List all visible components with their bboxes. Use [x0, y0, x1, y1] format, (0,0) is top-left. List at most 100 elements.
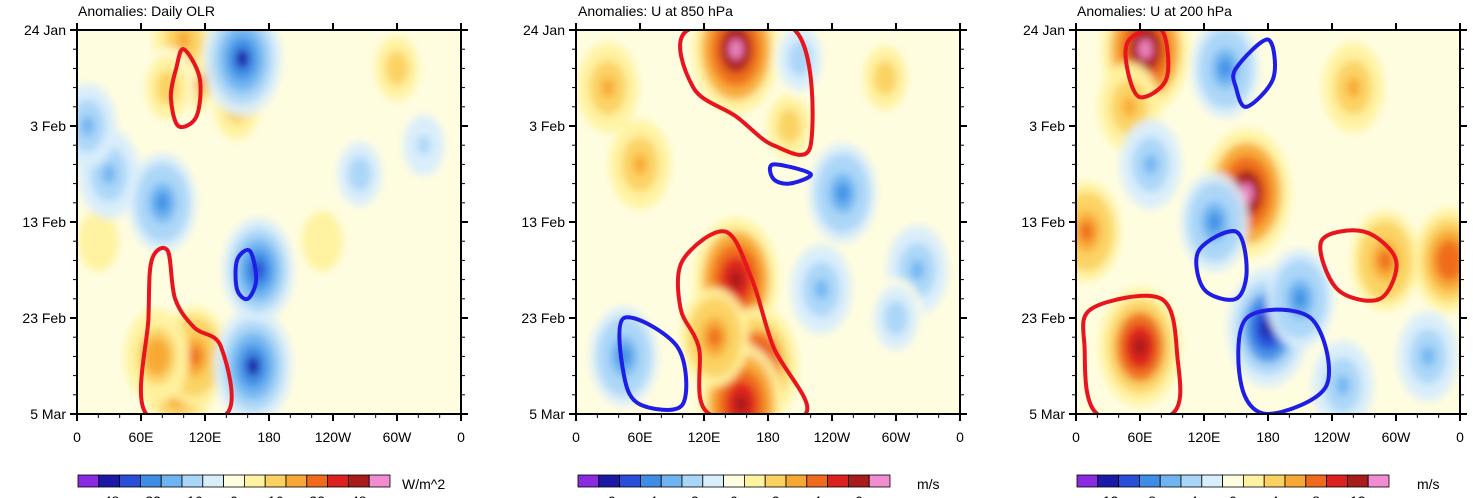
colorbar-swatch [98, 474, 121, 488]
colorbar-tick-label: 0 [1229, 493, 1237, 498]
y-tick-label: 5 Mar [529, 406, 565, 422]
colorbar-tick-label: -48 [99, 493, 119, 498]
positive-anomaly-mark [390, 58, 404, 79]
x-tick-label: 120W [315, 429, 352, 445]
x-tick-label: 0 [457, 429, 465, 445]
colorbar-swatch [1284, 474, 1307, 488]
colorbar-tick-label: -32 [141, 493, 161, 498]
negative-anomaly-mark [80, 116, 95, 136]
colorbar-tick-label: 8 [1312, 493, 1320, 498]
colorbar-swatch [1243, 474, 1265, 488]
colorbar-swatch [160, 474, 183, 488]
colorbar-swatch [1076, 474, 1099, 488]
axes: 0 60E 120E 180 120W 60W 0 24 Jan 3 Feb 13 Feb 23 F… [1021, 22, 1467, 445]
y-tick-label: 5 Mar [30, 406, 66, 422]
colorbar-tick-label: 4 [1271, 493, 1279, 498]
negative-contour-line [1236, 307, 1332, 414]
colorbar-swatch [681, 474, 704, 488]
negative-anomaly-mark [235, 48, 250, 69]
negative-anomaly-mark [155, 192, 170, 213]
contour-layer [138, 47, 259, 414]
positive-anomaly-mark [601, 77, 615, 98]
colorbar-tick-label: -8 [1144, 493, 1157, 498]
contour-layer [1081, 30, 1399, 414]
x-tick-label: 120E [1188, 429, 1221, 445]
colorbar-swatch [347, 474, 370, 488]
panel-title: Anomalies: Daily OLR [78, 3, 215, 19]
positive-anomaly-mark [315, 231, 330, 252]
colorbar-swatch [243, 474, 266, 488]
colorbar-swatch [181, 474, 204, 488]
negative-anomaly-mark [835, 183, 850, 204]
y-tick-label: 23 Feb [22, 310, 66, 326]
colorbar-swatch [1367, 474, 1390, 488]
colorbar-tick-label: 12 [1350, 493, 1366, 498]
y-tick-label: 13 Feb [22, 214, 66, 230]
colorbar-tick-label: 4 [813, 493, 821, 498]
x-tick-label: 120E [189, 429, 222, 445]
x-tick-label: 60W [882, 429, 912, 445]
positive-contour-line [675, 229, 810, 414]
colorbar-tick-label: -4 [1185, 493, 1198, 498]
colorbar-swatch [723, 474, 745, 488]
panel-title: Anomalies: U at 200 hPa [1077, 3, 1232, 19]
positive-anomaly-mark [1442, 250, 1457, 271]
colorbar-tick-label: -2 [686, 493, 699, 498]
positive-anomaly-mark [1122, 96, 1137, 117]
colorbar-swatch [285, 474, 308, 488]
negative-anomaly-mark [1293, 288, 1307, 309]
y-tick-label: 13 Feb [521, 214, 565, 230]
colorbar-swatch [1347, 474, 1369, 488]
panel-u200: Anomalies: U at 200 hPa 0 60E 120E 180 120W 6… [1021, 3, 1467, 498]
x-tick-label: 180 [756, 429, 780, 445]
positive-anomaly-mark [729, 269, 743, 290]
positive-anomaly-mark [633, 154, 647, 175]
colorbar-tick-label: -4 [645, 493, 658, 498]
colorbar: -12 -8 -4 0 4 8 12 [1076, 474, 1390, 498]
y-tick-label: 13 Feb [1021, 214, 1065, 230]
negative-anomaly-mark [1143, 154, 1158, 175]
x-tick-label: 120E [688, 429, 721, 445]
positive-anomaly-mark [150, 346, 164, 367]
positive-anomaly-mark [1378, 250, 1393, 271]
y-tick-label: 24 Jan [523, 22, 565, 38]
y-tick-label: 24 Jan [24, 22, 66, 38]
negative-anomaly-mark [793, 48, 807, 69]
colorbar-tick-label: 2 [772, 493, 780, 498]
colorbar-swatch [306, 474, 328, 488]
negative-contour-line [617, 315, 689, 412]
colorbar-swatch [139, 474, 162, 488]
colorbar-tick-label: 6 [855, 493, 863, 498]
positive-anomaly-mark [729, 39, 743, 60]
positive-contour-line [168, 47, 203, 129]
y-tick-label: 24 Jan [1023, 22, 1065, 38]
negative-anomaly-mark [1421, 346, 1435, 367]
colorbar-swatch [119, 474, 141, 488]
y-tick-label: 3 Feb [1029, 118, 1065, 134]
negative-anomaly-mark [910, 260, 925, 280]
colorbar-swatch [1222, 474, 1244, 488]
negative-contour-line [767, 162, 813, 186]
x-tick-label: 60E [628, 429, 653, 445]
colorbar-swatch [202, 474, 225, 488]
colorbar-tick-label: 0 [730, 493, 738, 498]
colorbar-swatch [327, 474, 349, 488]
axes: 0 60E 120E 180 120W 60W 0 24 Jan 3 Feb 13 Feb 23 F… [22, 22, 468, 445]
colorbar-swatch [1097, 474, 1120, 488]
negative-anomaly-mark [246, 356, 260, 376]
x-tick-label: 0 [956, 429, 964, 445]
negative-anomaly-mark [1335, 375, 1350, 396]
negative-anomaly-mark [416, 135, 431, 156]
positive-contour-line [1081, 293, 1183, 414]
colorbar-swatch [848, 474, 870, 488]
colorbar-tick-label: -6 [603, 493, 616, 498]
colorbar-tick-label: -16 [182, 493, 202, 498]
colorbar-swatch [77, 474, 100, 488]
colorbar-units: W/m^2 [402, 476, 445, 492]
colorbar-swatch [1201, 474, 1224, 488]
colorbar-swatch [598, 474, 620, 488]
x-tick-label: 60W [383, 429, 413, 445]
positive-anomaly-mark [734, 394, 749, 414]
colorbar-swatch [827, 474, 849, 488]
